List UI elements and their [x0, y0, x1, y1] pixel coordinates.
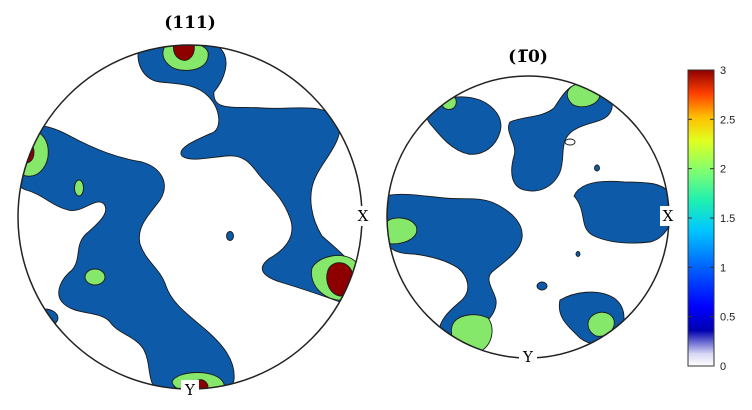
- density-region: [137, 45, 362, 304]
- density-region: [18, 142, 35, 164]
- pole-figure-1-10: X Y (1̅0): [386, 47, 676, 366]
- density-region: [387, 193, 523, 348]
- colorbar-tick-label: 1: [720, 262, 726, 274]
- colorbar-tick-label: 1.5: [720, 213, 735, 225]
- y-axis-label: Y: [522, 348, 534, 366]
- density-region: [18, 124, 235, 389]
- density-region: [508, 81, 613, 192]
- colorbar-tick-label: 0: [720, 361, 726, 373]
- density-region: [575, 251, 581, 257]
- density-region: [74, 179, 84, 197]
- colorbar-tick-label: 2: [720, 164, 726, 176]
- x-axis-label-bg: [660, 206, 676, 226]
- density-region: [387, 217, 418, 245]
- x-axis-label: X: [358, 207, 369, 225]
- pole-figure-title: (111): [164, 13, 216, 33]
- density-region: [84, 268, 106, 286]
- density-region: [587, 311, 615, 337]
- colorbar-tick-label: 0.5: [720, 312, 735, 324]
- colorbar: 0 0.5 1 1.5 2 2.5 3: [687, 65, 735, 373]
- x-axis-label-bg: [355, 206, 371, 226]
- density-region: [226, 231, 234, 241]
- y-axis-label-bg: [181, 380, 199, 398]
- density-region: [426, 96, 502, 155]
- colorbar-ticks: 0 0.5 1 1.5 2 2.5 3: [688, 65, 735, 373]
- density-region: [573, 180, 669, 244]
- pole-figure-title: (1̅0): [508, 47, 548, 67]
- density-region: [536, 281, 548, 291]
- x-axis-label: X: [663, 207, 674, 225]
- density-region: [29, 308, 59, 328]
- y-axis-label-bg: [519, 348, 537, 366]
- y-axis-label: Y: [184, 381, 196, 399]
- pole-figure-111: X Y (111): [17, 13, 371, 399]
- density-region: [594, 164, 600, 172]
- colorbar-tick-label: 3: [720, 65, 726, 77]
- density-region: [173, 45, 195, 61]
- colorbar-tick-label: 2.5: [720, 114, 735, 126]
- density-hole: [564, 138, 576, 146]
